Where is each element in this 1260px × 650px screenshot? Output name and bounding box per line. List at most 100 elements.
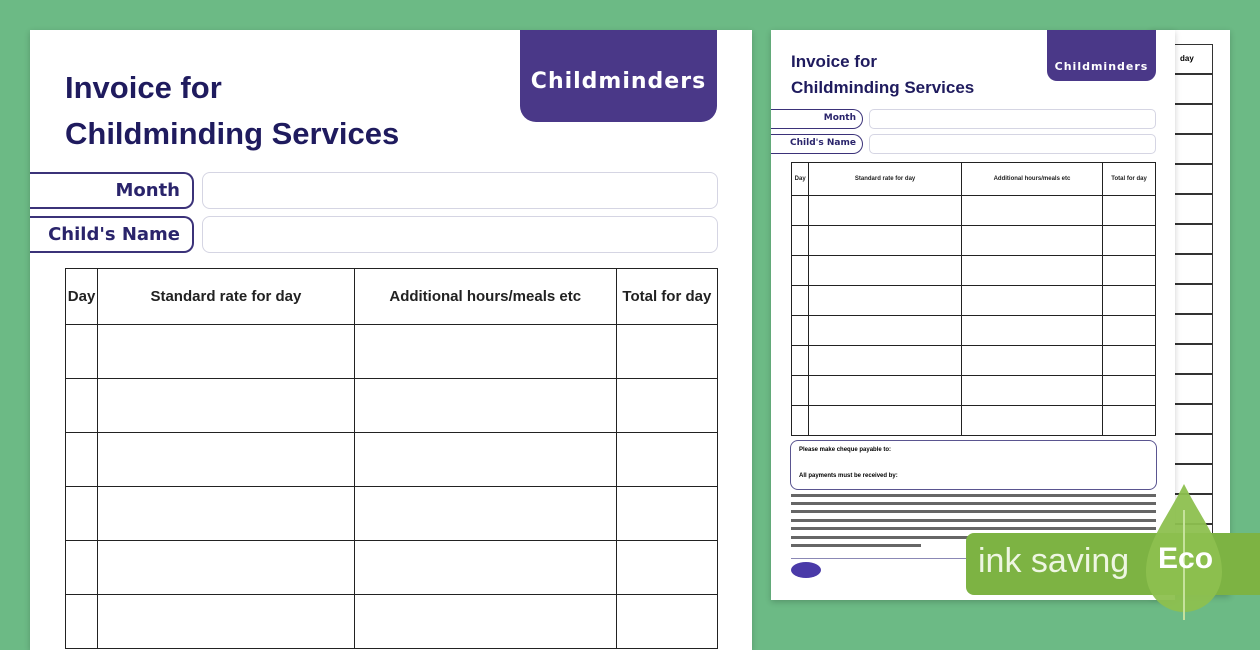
invoice-title-line2: Childminding Services	[65, 116, 400, 151]
table-cell[interactable]	[353, 432, 617, 487]
table-row	[790, 285, 1156, 316]
childminders-brand-tab: Childminders	[520, 30, 717, 122]
table-cell[interactable]	[808, 285, 962, 316]
table-cell[interactable]	[64, 540, 99, 595]
header-total: Total for day	[615, 268, 719, 325]
table-cell[interactable]	[615, 594, 719, 649]
table-cell[interactable]	[960, 345, 1104, 376]
table-cell[interactable]	[960, 315, 1104, 346]
table-cell[interactable]	[353, 540, 617, 595]
table-cell[interactable]	[64, 432, 99, 487]
table-cell[interactable]	[97, 324, 355, 379]
table-cell[interactable]	[615, 540, 719, 595]
table-cell[interactable]	[790, 195, 810, 226]
table-cell[interactable]	[790, 225, 810, 256]
table-cell[interactable]	[808, 375, 962, 406]
table-cell[interactable]	[960, 405, 1104, 436]
table-cell[interactable]	[353, 324, 617, 379]
table-header-row: Day Standard rate for day Additional hou…	[790, 162, 1156, 196]
table-cell[interactable]	[353, 486, 617, 541]
table-cell[interactable]	[790, 345, 810, 376]
table-row	[64, 432, 719, 487]
ink-saving-text: ink saving	[978, 542, 1130, 580]
table-row	[790, 255, 1156, 286]
table-cell[interactable]	[960, 285, 1104, 316]
table-cell[interactable]	[808, 345, 962, 376]
header-additional: Additional hours/meals etc	[353, 268, 617, 325]
invoice-title-line2: Childminding Services	[791, 78, 975, 97]
table-cell[interactable]	[1102, 195, 1156, 226]
month-label: Month	[30, 172, 194, 209]
table-cell[interactable]	[808, 195, 962, 226]
table-cell[interactable]	[1102, 345, 1156, 376]
header-standard-rate: Standard rate for day	[808, 162, 962, 196]
table-cell[interactable]	[960, 375, 1104, 406]
table-cell[interactable]	[353, 594, 617, 649]
table-cell[interactable]	[1102, 315, 1156, 346]
invoice-table: Day Standard rate for day Additional hou…	[64, 268, 719, 649]
table-cell[interactable]	[97, 378, 355, 433]
childs-name-field[interactable]	[202, 216, 718, 253]
month-field[interactable]	[869, 109, 1156, 129]
table-cell[interactable]	[790, 405, 810, 436]
table-cell[interactable]	[97, 594, 355, 649]
table-cell[interactable]	[615, 432, 719, 487]
right-invoice-page: Invoice for Childminding Services Childm…	[771, 30, 1175, 600]
table-row	[64, 540, 719, 595]
table-cell[interactable]	[960, 255, 1104, 286]
table-row	[64, 594, 719, 649]
childs-name-label: Child's Name	[30, 216, 194, 253]
table-cell[interactable]	[97, 540, 355, 595]
table-row	[790, 345, 1156, 376]
fine-print-line	[791, 536, 1011, 539]
fine-print-line	[791, 519, 1156, 522]
table-cell[interactable]	[97, 432, 355, 487]
table-cell[interactable]	[790, 375, 810, 406]
table-cell[interactable]	[960, 195, 1104, 226]
table-cell[interactable]	[97, 486, 355, 541]
table-row	[64, 378, 719, 433]
table-cell[interactable]	[808, 315, 962, 346]
fine-print-line	[791, 527, 1156, 530]
table-cell[interactable]	[615, 324, 719, 379]
childs-name-label: Child's Name	[771, 134, 863, 154]
table-cell[interactable]	[64, 324, 99, 379]
table-cell[interactable]	[615, 486, 719, 541]
table-cell[interactable]	[1102, 255, 1156, 286]
childminders-brand-tab: Childminders	[1047, 30, 1156, 81]
table-cell[interactable]	[808, 255, 962, 286]
header-standard-rate: Standard rate for day	[97, 268, 355, 325]
invoice-title-line1: Invoice for	[791, 52, 877, 71]
back-page-header: day	[1180, 54, 1194, 63]
header-total: Total for day	[1102, 162, 1156, 196]
table-cell[interactable]	[790, 315, 810, 346]
table-cell[interactable]	[1102, 285, 1156, 316]
eco-text: Eco	[1158, 542, 1214, 575]
fine-print-line	[791, 502, 1156, 505]
childs-name-field[interactable]	[869, 134, 1156, 154]
fine-print-line	[791, 510, 1156, 513]
table-cell[interactable]	[64, 378, 99, 433]
eco-leaf-icon	[1146, 484, 1222, 620]
table-cell[interactable]	[64, 594, 99, 649]
table-row	[790, 375, 1156, 406]
table-row	[790, 225, 1156, 256]
table-cell[interactable]	[808, 405, 962, 436]
table-cell[interactable]	[615, 378, 719, 433]
table-cell[interactable]	[790, 285, 810, 316]
payable-to-text: Please make cheque payable to:	[799, 447, 892, 453]
table-header-row: Day Standard rate for day Additional hou…	[64, 268, 719, 325]
header-day: Day	[790, 162, 810, 196]
back-page-table	[1175, 44, 1213, 544]
table-cell[interactable]	[790, 255, 810, 286]
table-cell[interactable]	[64, 486, 99, 541]
table-cell[interactable]	[808, 225, 962, 256]
table-cell[interactable]	[353, 378, 617, 433]
table-cell[interactable]	[1102, 405, 1156, 436]
table-cell[interactable]	[960, 225, 1104, 256]
table-cell[interactable]	[1102, 375, 1156, 406]
invoice-table: Day Standard rate for day Additional hou…	[790, 162, 1156, 436]
table-cell[interactable]	[1102, 225, 1156, 256]
left-invoice-page: Invoice for Childminding Services Childm…	[30, 30, 752, 650]
month-field[interactable]	[202, 172, 718, 209]
